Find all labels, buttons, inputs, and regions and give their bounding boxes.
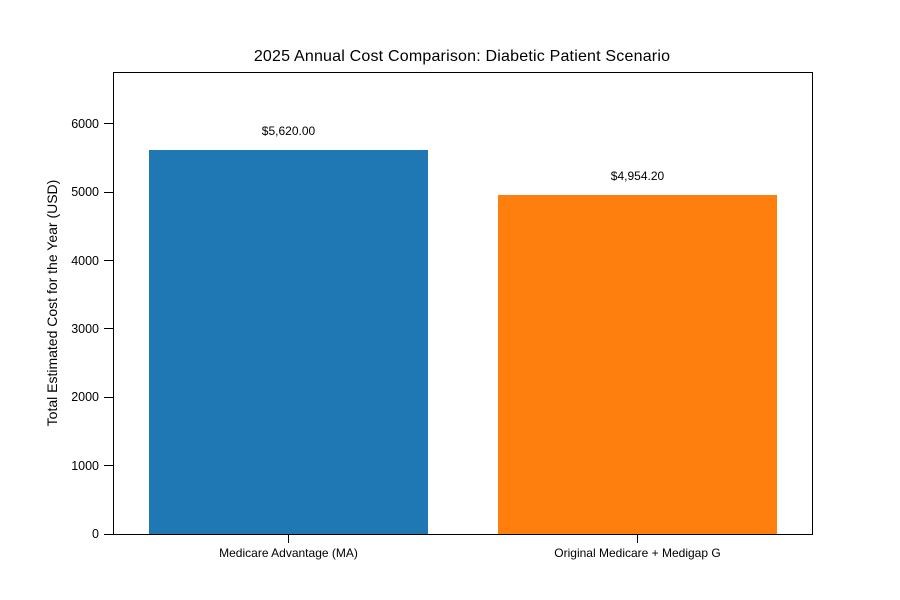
y-tick-mark bbox=[104, 123, 113, 125]
bar-1 bbox=[148, 149, 429, 534]
bar-2 bbox=[497, 195, 778, 534]
bar-value-label: $5,620.00 bbox=[261, 123, 316, 138]
bar-value-label: $4,954.20 bbox=[610, 169, 665, 184]
y-tick-mark bbox=[104, 191, 113, 193]
y-tick-label: 5000 bbox=[71, 185, 99, 200]
x-tick-label: Medicare Advantage (MA) bbox=[219, 546, 358, 560]
y-tick-label: 0 bbox=[92, 527, 99, 541]
y-tick-label: 2000 bbox=[71, 390, 99, 405]
y-tick-label: 1000 bbox=[71, 458, 99, 473]
x-tick-mark bbox=[637, 535, 638, 543]
y-tick-label: 3000 bbox=[71, 321, 99, 336]
y-tick-mark bbox=[104, 260, 113, 262]
y-axis-label: Total Estimated Cost for the Year (USD) bbox=[44, 179, 60, 427]
y-tick-mark bbox=[104, 328, 113, 330]
y-tick-mark bbox=[104, 396, 113, 398]
y-tick-label: 6000 bbox=[71, 116, 99, 131]
x-tick-label: Original Medicare + Medigap G bbox=[554, 546, 721, 560]
y-tick-mark bbox=[104, 465, 113, 467]
plot-area: 0 1000 2000 3000 4000 5000 6000 $5,620.00 Medica… bbox=[71, 72, 813, 560]
x-tick-mark bbox=[288, 535, 289, 543]
y-tick-mark bbox=[104, 533, 113, 535]
y-tick-label: 4000 bbox=[71, 253, 99, 268]
chart-title: 2025 Annual Cost Comparison: Diabetic Pa… bbox=[253, 48, 671, 65]
